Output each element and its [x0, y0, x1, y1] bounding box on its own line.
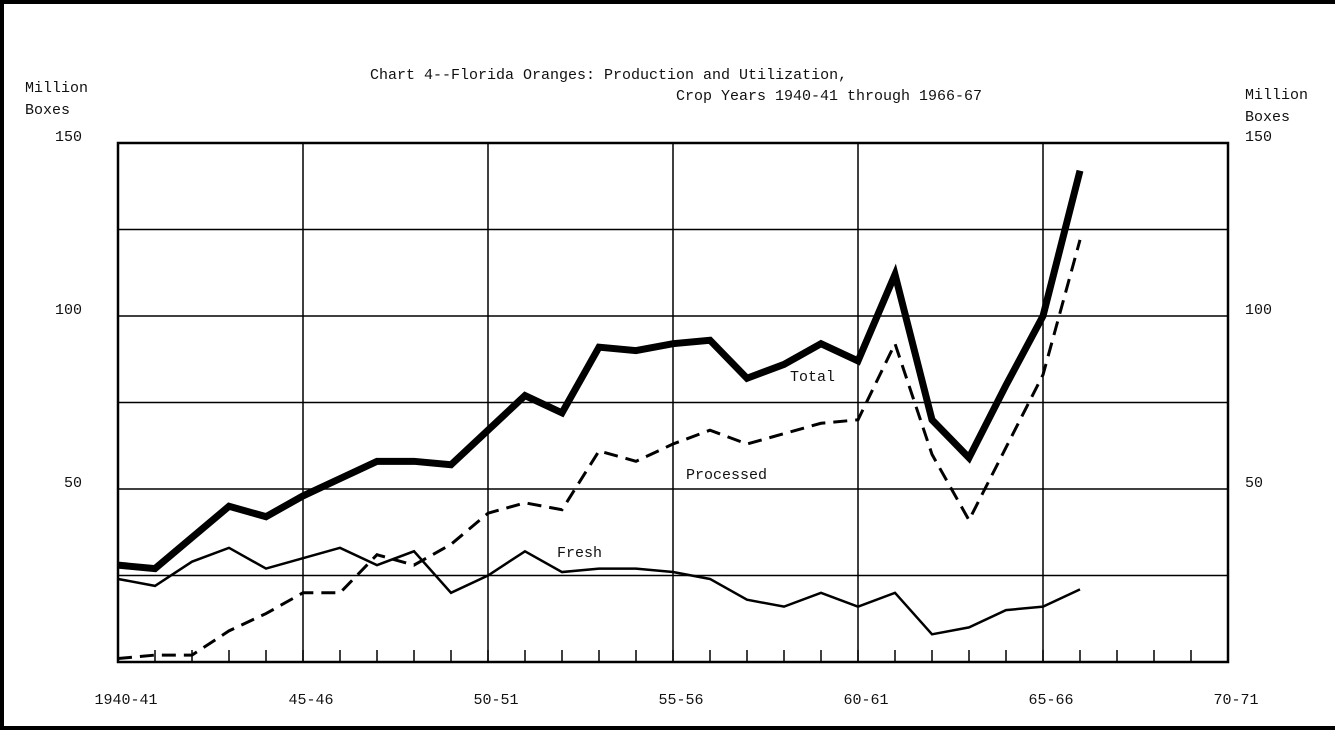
y2-tick-label: 50: [1245, 475, 1263, 492]
x-tick-label: 50-51: [473, 692, 518, 709]
y-tick-label: 100: [55, 302, 82, 319]
series-label: Total: [790, 369, 835, 386]
y2-tick-label: 150: [1245, 129, 1272, 146]
x-tick-label: 65-66: [1028, 692, 1073, 709]
series-line: [117, 169, 1084, 573]
chart-title: Chart 4--Florida Oranges: Production and…: [370, 67, 847, 84]
y2-axis-label: Boxes: [1245, 109, 1290, 126]
x-tick-label: 70-71: [1213, 692, 1258, 709]
y2-tick-label: 100: [1245, 302, 1272, 319]
series-line: [117, 239, 1082, 661]
series-label: Processed: [686, 467, 767, 484]
series-label: Fresh: [557, 545, 602, 562]
y-tick-label: 50: [64, 475, 82, 492]
y-axis-label: Boxes: [25, 102, 70, 119]
plot-frame: [116, 141, 1230, 664]
chart-subtitle: Crop Years 1940-41 through 1966-67: [676, 88, 982, 105]
series-line: [117, 546, 1081, 636]
y-axis-label: Million: [25, 80, 88, 97]
y2-axis-label: Million: [1245, 87, 1308, 104]
y-tick-label: 150: [55, 129, 82, 146]
x-tick-label: 45-46: [288, 692, 333, 709]
x-tick-label: 55-56: [658, 692, 703, 709]
x-tick-label: 60-61: [843, 692, 888, 709]
x-tick-label: 1940-41: [94, 692, 157, 709]
